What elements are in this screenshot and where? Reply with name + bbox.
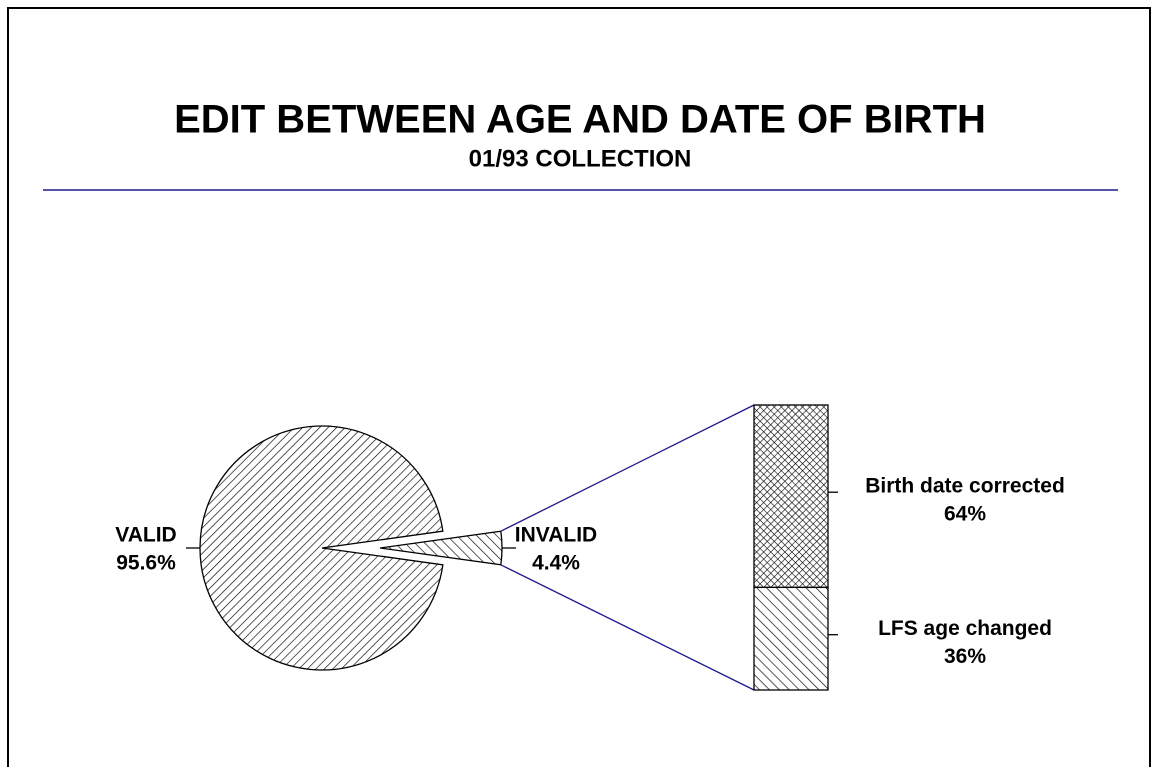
- segment-value-label: 64%: [944, 503, 986, 526]
- slice-label: VALID: [115, 524, 176, 547]
- pie-slice: [379, 530, 503, 566]
- bar-segment: [753, 404, 829, 589]
- segment-label: LFS age changed: [878, 617, 1052, 640]
- bar-segment: [753, 586, 829, 691]
- segment-value-label: 36%: [944, 645, 986, 668]
- slice-value-label: 4.4%: [532, 552, 580, 575]
- segment-label: Birth date corrected: [865, 475, 1065, 498]
- chart-subtitle: 01/93 COLLECTION: [469, 145, 692, 172]
- chart-title: EDIT BETWEEN AGE AND DATE OF BIRTH: [174, 98, 986, 142]
- slice-label: INVALID: [515, 524, 597, 547]
- connector: [500, 404, 755, 532]
- frame: [7, 7, 1151, 767]
- connector: [500, 564, 755, 691]
- slice-value-label: 95.6%: [116, 552, 176, 575]
